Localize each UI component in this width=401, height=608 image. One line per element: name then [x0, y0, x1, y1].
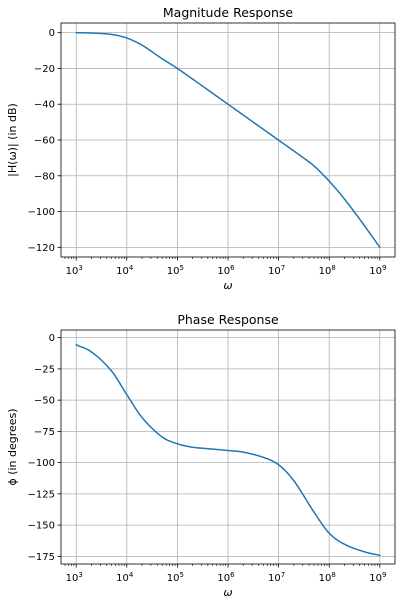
magnitude-chart: 103 104 105 106 107 108 109 0 −20 −40 −60 −80 −100 −1…: [6, 5, 396, 292]
phase-y-axis-label: ϕ (in degrees): [6, 408, 19, 485]
phase-title: Phase Response: [177, 312, 279, 327]
phase-x-axis-label: ω: [223, 586, 232, 599]
magnitude-y-tick-label: −100: [28, 207, 55, 218]
phase-x-tick-label: 109: [369, 571, 386, 584]
magnitude-series-line: [75, 31, 381, 249]
magnitude-y-tick-label: −60: [34, 136, 55, 147]
phase-series-line: [75, 344, 381, 557]
magnitude-x-tick-label: 103: [66, 264, 83, 277]
magnitude-x-tick-label: 109: [369, 264, 386, 277]
phase-x-tick-label: 103: [66, 571, 83, 584]
magnitude-y-axis-label: |H(ω)| (in dB): [6, 103, 19, 177]
magnitude-x-axis-label: ω: [223, 279, 232, 292]
phase-y-tick-label: 0: [49, 333, 55, 344]
phase-x-tick-label: 106: [217, 571, 235, 584]
phase-y-tick-label: −100: [28, 458, 55, 469]
magnitude-x-tick-label: 108: [319, 264, 336, 277]
phase-x-tick-label: 108: [319, 571, 336, 584]
magnitude-y-tick-label: −40: [34, 100, 55, 111]
phase-x-tick-label: 104: [116, 571, 134, 584]
phase-y-tick-label: −75: [34, 427, 55, 438]
phase-chart: 103 104 105 106 107 108 109 0 −25 −50 −75 −100 −125 −…: [6, 312, 396, 599]
magnitude-y-tick-label: −80: [34, 171, 55, 182]
magnitude-title: Magnitude Response: [163, 5, 294, 20]
magnitude-y-tick-label: 0: [49, 28, 55, 39]
phase-y-tick-label: −150: [28, 521, 55, 532]
phase-y-tick-label: −125: [28, 489, 55, 500]
magnitude-x-tick-label: 106: [217, 264, 235, 277]
phase-x-tick-label: 105: [167, 571, 184, 584]
magnitude-x-tick-label: 105: [167, 264, 184, 277]
magnitude-x-tick-label: 107: [268, 264, 285, 277]
magnitude-y-tick-label: −20: [34, 64, 55, 75]
phase-y-tick-label: −25: [34, 364, 55, 375]
phase-y-tick-label: −50: [34, 396, 55, 407]
magnitude-y-tick-label: −120: [28, 243, 55, 254]
phase-x-tick-label: 107: [268, 571, 285, 584]
phase-y-tick-label: −175: [28, 552, 55, 563]
magnitude-x-tick-label: 104: [116, 264, 134, 277]
